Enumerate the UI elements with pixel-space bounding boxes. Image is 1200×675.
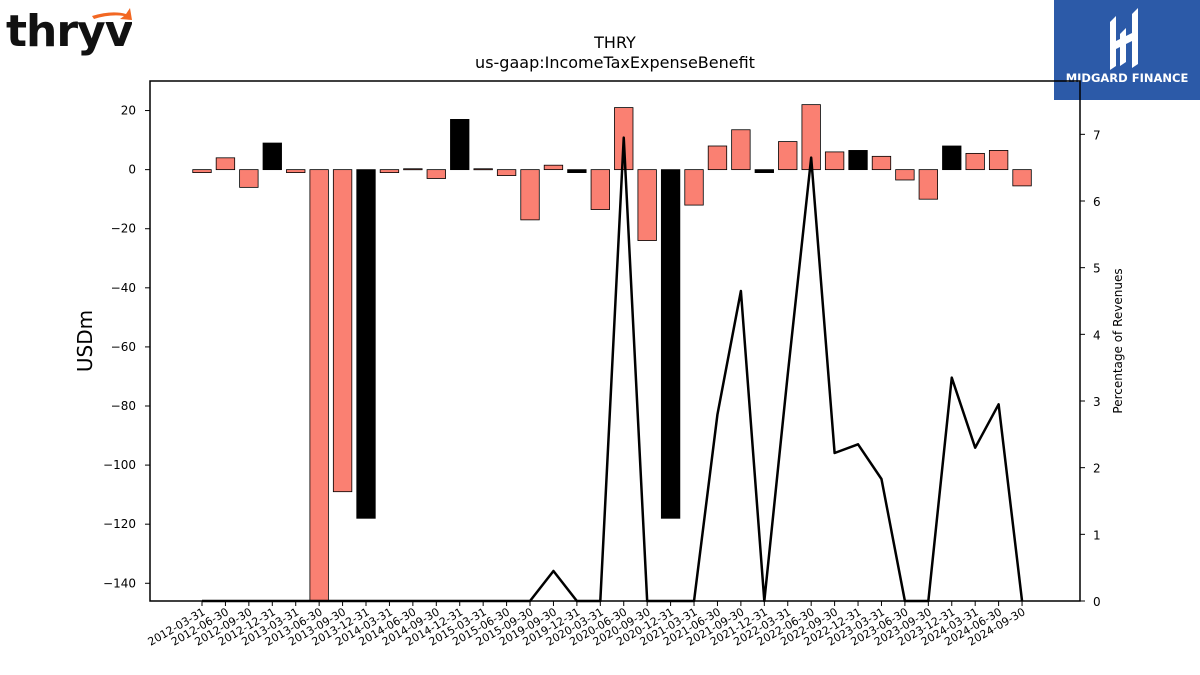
y-tick-label: −140 [103,576,136,590]
bar-2021-03-31 [684,169,704,206]
bar-2020-09-30 [637,169,657,241]
bar-2023-09-30 [918,169,938,200]
bar-2022-12-31 [848,150,868,171]
bar-2014-12-31 [450,119,470,171]
bar-2023-03-31 [871,155,892,171]
bar-series [192,104,1032,602]
bar-2015-03-31 [473,168,493,171]
bar-2012-06-30 [215,157,236,171]
plot-frame [149,80,1081,602]
y-axis-label: USDm [73,310,97,372]
x-axis-ticks: 2012-03-312012-06-302012-09-302012-12-31… [146,601,1028,649]
bar-2022-03-31 [778,141,798,171]
y-right-tick-label: 2 [1093,462,1101,476]
y-tick-label: −20 [111,222,136,236]
bar-2013-03-31 [286,169,306,173]
y-tick-label: 0 [128,163,136,177]
bar-2015-06-30 [496,169,517,176]
bar-2014-06-30 [403,168,423,171]
bar-2024-03-31 [965,152,985,171]
y-right-tick-label: 0 [1093,595,1101,609]
bar-2013-12-31 [356,169,376,519]
y-axis-right-ticks: 0 1 2 3 4 5 6 7 [1080,128,1101,609]
chart-title: THRY [593,33,636,52]
thryv-logo-swoosh [92,8,132,20]
y-right-tick-label: 6 [1093,195,1101,209]
midgard-logo-emblem [1110,8,1138,70]
thryv-logo: thryv [6,6,132,57]
bar-2020-12-31 [660,169,681,519]
bar-2015-09-30 [520,169,540,221]
bar-2023-12-31 [942,145,962,171]
bar-2023-06-30 [895,169,915,181]
bar-2013-06-30 [309,169,329,602]
bar-2020-03-31 [590,169,610,210]
bar-2013-09-30 [332,169,353,493]
y-right-tick-label: 5 [1093,262,1101,276]
bar-2012-12-31 [262,142,282,171]
y-tick-label: −100 [103,458,136,472]
y-tick-label: −40 [111,281,136,295]
bar-2019-12-31 [567,169,587,173]
bar-2021-09-30 [731,129,751,171]
bar-2021-06-30 [707,145,728,171]
y-tick-label: 20 [121,104,136,118]
bar-2024-06-30 [988,150,1009,171]
y-tick-label: −120 [103,517,136,531]
chart-subtitle: us-gaap:IncomeTaxExpenseBenefit [475,53,755,72]
bar-2014-03-31 [379,169,400,173]
midgard-finance-logo: MIDGARD FINANCE [1054,0,1200,100]
bar-2022-09-30 [824,151,845,171]
y-right-tick-label: 1 [1093,528,1101,542]
bar-2012-03-31 [192,169,212,173]
bar-2024-09-30 [1012,169,1032,187]
bar-2019-09-30 [543,164,564,171]
y-right-tick-label: 7 [1093,128,1101,142]
y-right-tick-label: 3 [1093,395,1101,409]
midgard-logo-text: MIDGARD FINANCE [1066,71,1189,85]
midgard-logo-background [1054,0,1200,100]
bar-2012-09-30 [239,169,259,188]
y-tick-label: −60 [111,340,136,354]
bar-2021-12-31 [754,169,774,173]
thryv-logo-text: thryv [6,6,132,57]
bar-2014-09-30 [426,169,446,179]
y-axis-right-label: Percentage of Revenues [1111,268,1125,413]
y-axis-ticks: 20 0 −20 −40 −60 −80 −100 −120 −140 [103,104,150,590]
y-right-tick-label: 4 [1093,328,1101,342]
y-tick-label: −80 [111,399,136,413]
